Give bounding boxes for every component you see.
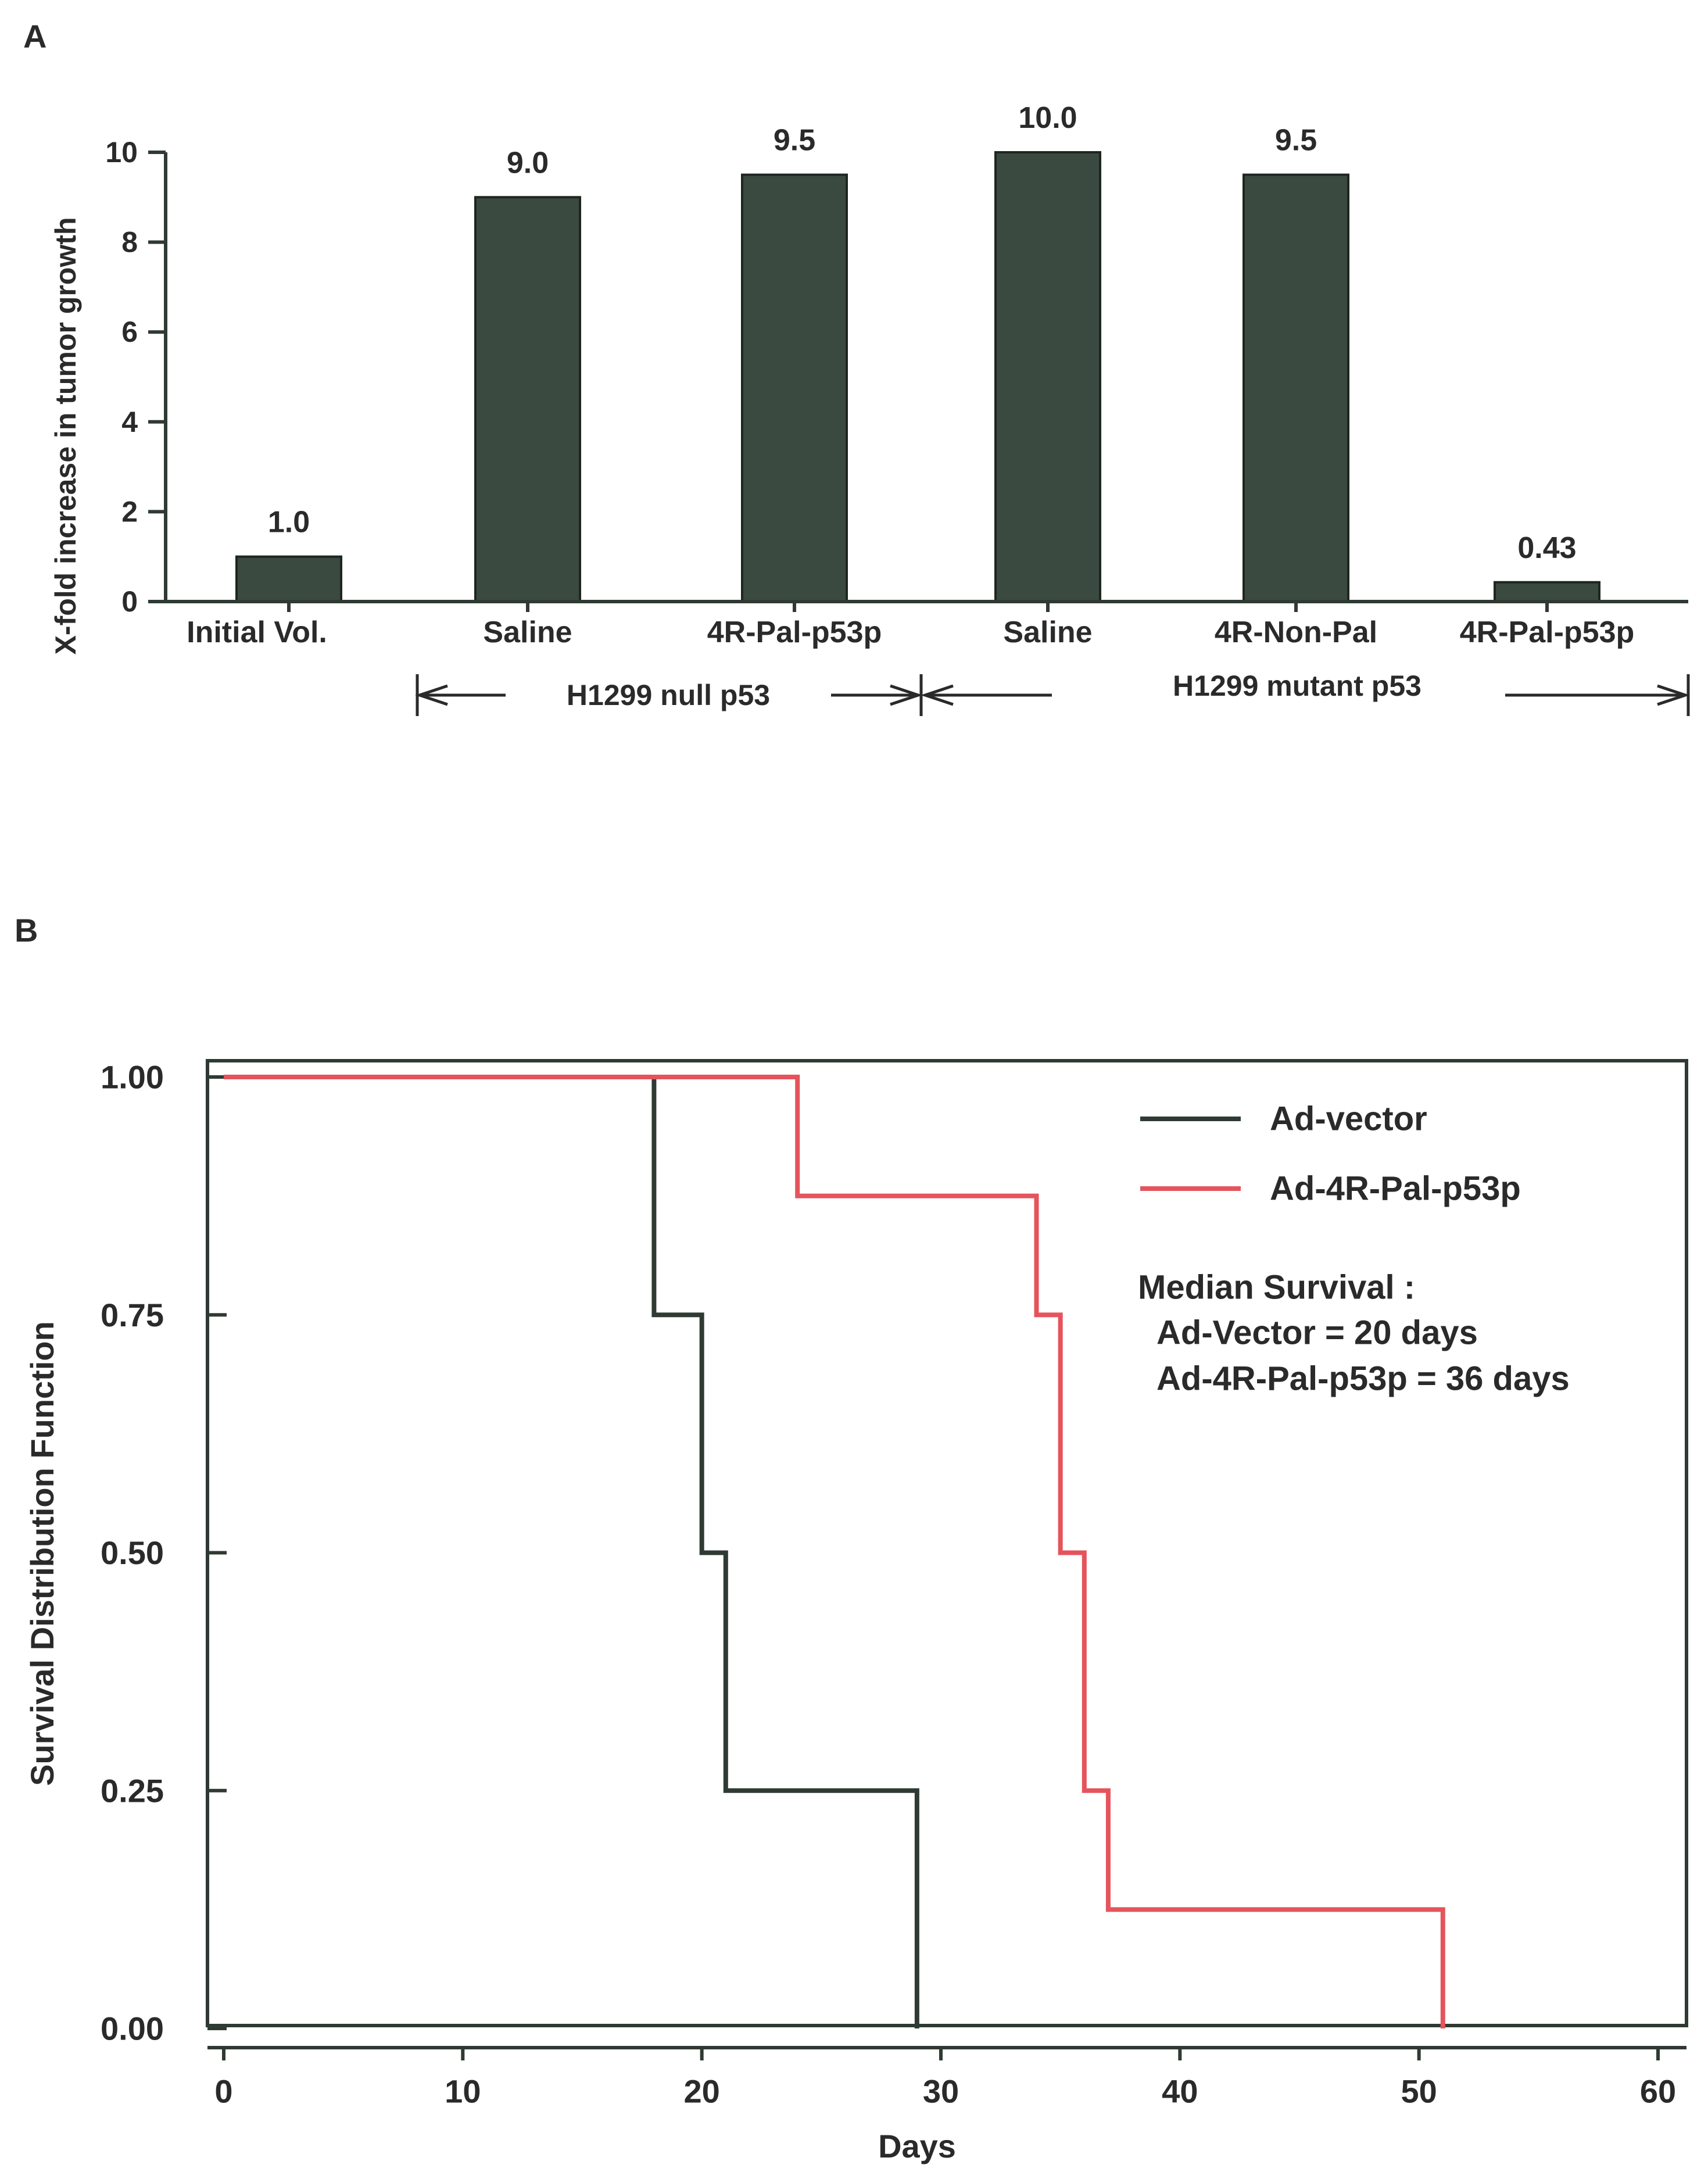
panel-b-x-tick-label: 30 [923, 2073, 959, 2110]
group-null-p53-left-arrowhead [415, 684, 448, 706]
panel-a-category-label: Saline [1003, 616, 1092, 649]
panel-b-x-ticks: 0 10 20 30 40 50 60 [214, 2048, 1676, 2110]
group-null-p53: H1299 null p53 [415, 674, 923, 716]
panel-a-bar [1494, 581, 1600, 603]
panel-a-y-axis-label: X-fold increase in tumor growth [49, 217, 82, 655]
panel-a-category-label: Saline [483, 616, 572, 649]
panel-b-y-tick-label: 0.75 [101, 1297, 164, 1333]
panel-b-label: B [15, 912, 38, 949]
panel-a-bar-value-label: 10.0 [1018, 101, 1077, 135]
group-mutant-p53-right-arrowhead [1657, 684, 1690, 706]
panel-b-x-tick-label: 10 [445, 2073, 481, 2110]
panel-a-category-label: 4R-Pal-p53p [1460, 616, 1635, 649]
legend-ad-4r-pal-p53p-label: Ad-4R-Pal-p53p [1270, 1170, 1521, 1208]
panel-a-y-tick-label: 10 [105, 136, 138, 169]
panel-a-bars: 1.0 9.0 9.5 10.0 9.5 0.43 [235, 101, 1600, 603]
panel-a-bar-value-label: 9.0 [507, 146, 549, 180]
panel-a-category-labels: Initial Vol. Saline 4R-Pal-p53p Saline 4R-No… [187, 602, 1634, 649]
panel-a-bar-value-label: 9.5 [774, 124, 815, 158]
panel-a-bar [474, 196, 581, 603]
panel-b-y-tick-label: 1.00 [101, 1059, 164, 1096]
panel-b-y-ticks: 0.00 0.25 0.50 0.75 1.00 [101, 1059, 227, 2047]
panel-b-y-tick-label: 0.25 [101, 1772, 164, 1809]
ad-vector-survival-curve [224, 1075, 919, 2028]
median-survival-ad-4r-pal-p53p: Ad-4R-Pal-p53p = 36 days [1156, 1360, 1570, 1398]
legend-ad-vector-label: Ad-vector [1270, 1100, 1427, 1138]
panel-b-x-tick-label: 40 [1162, 2073, 1198, 2110]
panel-a-y-tick-label: 0 [121, 585, 138, 618]
panel-b-plot-frame [206, 1059, 1688, 2027]
panel-a-category-label: 4R-Pal-p53p [707, 616, 882, 649]
panel-a-category-label: 4R-Non-Pal [1215, 616, 1377, 649]
median-survival-annotation: Median Survival : Ad-Vector = 20 days Ad… [1138, 1269, 1570, 1398]
panel-b-y-tick-label: 0.00 [101, 2010, 164, 2047]
median-survival-ad-vector: Ad-Vector = 20 days [1156, 1314, 1478, 1352]
panel-b-series [224, 1075, 1445, 2028]
panel-a-bar [1242, 173, 1349, 603]
panel-b-x-tick-label: 50 [1401, 2073, 1437, 2110]
panel-a-y-ticks: 0 2 4 6 8 10 [105, 136, 166, 618]
panel-b-x-tick-label: 60 [1640, 2073, 1676, 2110]
group-mutant-p53-label: H1299 mutant p53 [1173, 670, 1421, 702]
panel-b-y-tick-label: 0.50 [101, 1534, 164, 1571]
median-survival-title: Median Survival : [1138, 1269, 1415, 1307]
panel-a-y-tick-label: 2 [121, 495, 138, 528]
panel-b-x-tick-label: 0 [214, 2073, 232, 2110]
panel-a-bar-value-label: 9.5 [1275, 124, 1317, 158]
group-mutant-p53: H1299 mutant p53 [921, 670, 1690, 716]
group-null-p53-right-arrowhead [890, 684, 923, 706]
panel-a-bar [994, 151, 1101, 603]
panel-b-x-axis-label: Days [878, 2128, 956, 2164]
panel-a-category-label: Initial Vol. [187, 616, 327, 649]
group-mutant-p53-left-arrowhead [921, 684, 954, 706]
ad-4r-pal-p53p-survival-curve [224, 1075, 1445, 2028]
panel-b-y-axis-label: Survival Distribution Function [24, 1321, 60, 1786]
panel-a-y-tick-label: 8 [121, 226, 138, 259]
panel-b-survival-chart: B Survival Distribution Function Days 0.… [15, 912, 1688, 2164]
panel-a-bar-chart: A X-fold increase in tumor growth 0 2 4 6 8 1… [23, 18, 1690, 716]
panel-a-y-tick-label: 4 [121, 406, 138, 438]
panel-b-x-tick-label: 20 [684, 2073, 720, 2110]
panel-a-bar [741, 173, 848, 603]
panel-a-bar [235, 555, 342, 603]
panel-a-label: A [23, 18, 46, 55]
legend: Ad-vector Ad-4R-Pal-p53p [1140, 1100, 1521, 1208]
group-null-p53-label: H1299 null p53 [567, 679, 770, 711]
panel-a-bar-value-label: 0.43 [1517, 531, 1576, 565]
panel-a-bar-value-label: 1.0 [268, 506, 310, 539]
panel-a-y-tick-label: 6 [121, 316, 138, 348]
